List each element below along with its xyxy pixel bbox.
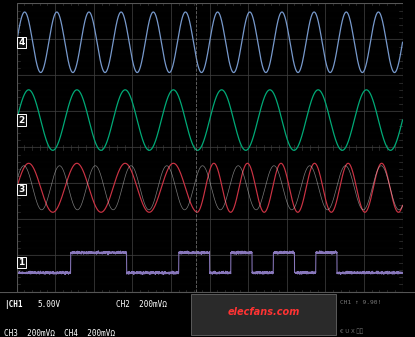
Text: CH1 ↑ 9.90!: CH1 ↑ 9.90! [340,300,381,305]
FancyBboxPatch shape [191,294,336,335]
Text: 3: 3 [19,185,25,194]
Text: 2: 2 [19,116,25,125]
Text: 1: 1 [19,258,25,267]
Text: |CH1: |CH1 [4,300,23,309]
Text: CH2  200mVΩ: CH2 200mVΩ [116,300,167,309]
Text: 5.00V: 5.00V [37,300,61,309]
Text: 4: 4 [19,38,25,47]
Text: € U X 涨跌: € U X 涨跌 [340,329,363,334]
Text: CH3  200mVΩ  CH4  200mVΩ: CH3 200mVΩ CH4 200mVΩ [4,329,115,337]
Text: elecfans.com: elecfans.com [227,307,300,317]
